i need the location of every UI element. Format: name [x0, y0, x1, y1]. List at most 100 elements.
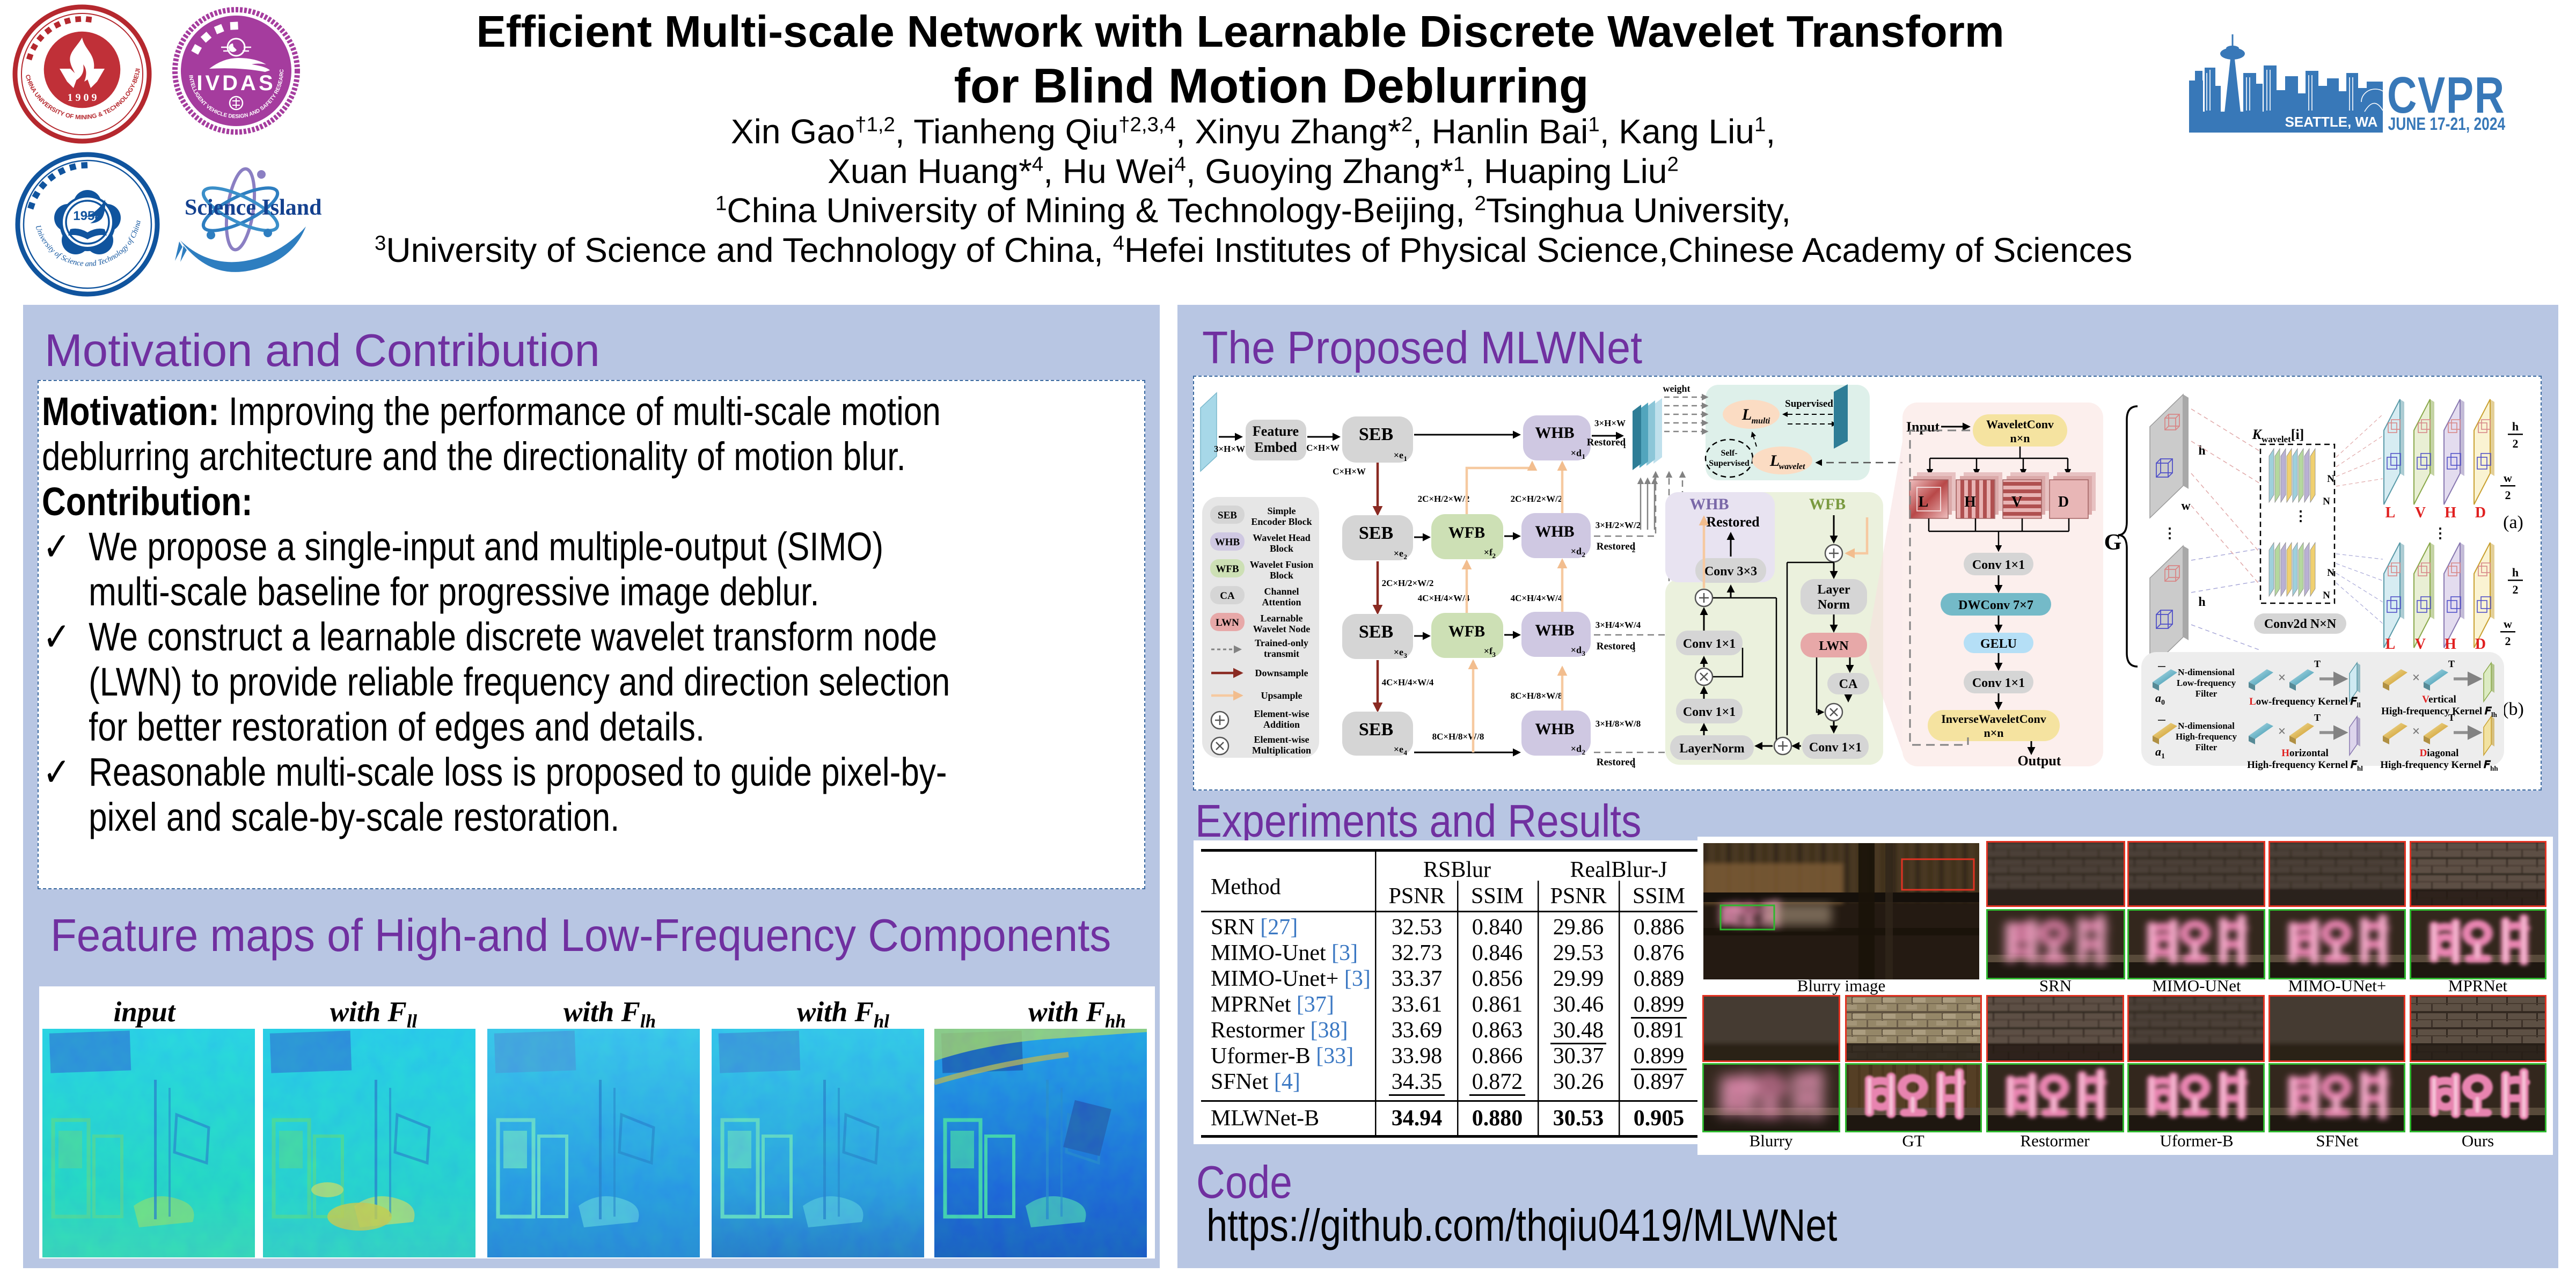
svg-text:29.86: 29.86	[1553, 915, 1604, 940]
svg-text:Restored: Restored	[1587, 437, 1626, 448]
svg-text:Uformer-B [33]: Uformer-B [33]	[1211, 1044, 1353, 1069]
svg-text:⋮: ⋮	[2294, 508, 2308, 524]
svg-text:MPRNet [37]: MPRNet [37]	[1211, 992, 1334, 1017]
svg-text:WHB: WHB	[1689, 495, 1729, 513]
svg-text:w: w	[2504, 617, 2512, 631]
svg-text:h: h	[2198, 595, 2205, 609]
svg-text:multi: multi	[1752, 416, 1770, 426]
svg-text:3: 3	[1632, 646, 1636, 654]
svg-text:Block: Block	[1270, 570, 1293, 581]
svg-text:0.889: 0.889	[1634, 967, 1685, 991]
svg-text:×e: ×e	[1394, 548, 1403, 559]
svg-text:SEB: SEB	[1359, 425, 1393, 444]
svg-text:LWN: LWN	[1216, 617, 1239, 628]
svg-text:0.863: 0.863	[1472, 1018, 1523, 1043]
svg-text:Multiplication: Multiplication	[1252, 745, 1311, 756]
svg-text:w: w	[2181, 499, 2191, 513]
svg-text:RealBlur-J: RealBlur-J	[1570, 858, 1667, 882]
svg-text:30.48: 30.48	[1553, 1018, 1604, 1043]
svg-text:N-dimensional: N-dimensional	[2178, 721, 2235, 731]
svg-text:0.846: 0.846	[1472, 941, 1523, 965]
svg-text:SFNet: SFNet	[2316, 1131, 2359, 1150]
svg-text:2: 2	[1632, 546, 1636, 554]
svg-text:Conv 1×1: Conv 1×1	[1683, 705, 1736, 719]
svg-text:3×H/8×W/8: 3×H/8×W/8	[1596, 719, 1641, 729]
svg-text:PSNR: PSNR	[1550, 884, 1606, 909]
svg-text:SEB: SEB	[1359, 523, 1393, 543]
svg-text:×: ×	[2278, 723, 2286, 739]
svg-text:Trained-only: Trained-only	[1255, 638, 1308, 648]
svg-text:LWN: LWN	[1819, 639, 1849, 653]
svg-text:N: N	[2323, 590, 2330, 601]
svg-text:Method: Method	[1211, 875, 1281, 899]
svg-text:SEB: SEB	[1359, 720, 1393, 740]
svg-text:a0: a0	[2155, 691, 2165, 707]
svg-text:RSBlur: RSBlur	[1423, 858, 1491, 882]
svg-text:33.69: 33.69	[1392, 1018, 1443, 1043]
svg-text:MIMO-UNet+: MIMO-UNet+	[2288, 976, 2387, 995]
svg-text:a1: a1	[2155, 745, 2165, 760]
svg-text:WaveletConv: WaveletConv	[1986, 418, 2054, 431]
svg-text:0.897: 0.897	[1634, 1070, 1685, 1094]
svg-text:3: 3	[1582, 649, 1586, 657]
svg-text:SRN [27]: SRN [27]	[1211, 915, 1298, 940]
svg-text:Conv2d N×N: Conv2d N×N	[2264, 617, 2337, 631]
svg-text:Wavelet Head: Wavelet Head	[1253, 532, 1310, 543]
svg-text:⋮: ⋮	[2163, 525, 2177, 541]
svg-text:0.899: 0.899	[1634, 992, 1685, 1017]
svg-text:30.46: 30.46	[1553, 992, 1604, 1017]
svg-text:34.94: 34.94	[1392, 1106, 1443, 1131]
svg-text:SEB: SEB	[1218, 510, 1237, 521]
svg-text:N: N	[2327, 473, 2334, 485]
svg-text:Restored: Restored	[1706, 514, 1760, 530]
svg-text:H: H	[2445, 636, 2456, 653]
svg-text:wavelet: wavelet	[1779, 462, 1805, 471]
svg-text:WHB: WHB	[1215, 537, 1240, 548]
svg-text:0.856: 0.856	[1472, 967, 1523, 991]
svg-text:3×H/2×W/2: 3×H/2×W/2	[1596, 520, 1641, 530]
svg-text:1: 1	[1582, 452, 1586, 460]
svg-text:SSIM: SSIM	[1471, 884, 1524, 909]
svg-text:H: H	[1964, 494, 1976, 510]
svg-text:L: L	[1919, 494, 1929, 510]
svg-text:T: T	[2314, 712, 2321, 723]
svg-text:SEB: SEB	[1359, 622, 1393, 642]
svg-text:Element-wise: Element-wise	[1254, 708, 1309, 719]
svg-text:Restormer: Restormer	[2020, 1131, 2090, 1150]
svg-text:DWConv 7×7: DWConv 7×7	[1958, 598, 2033, 612]
svg-text:×e: ×e	[1394, 450, 1403, 460]
svg-text:0.880: 0.880	[1472, 1106, 1523, 1131]
svg-text:MIMO-Unet+ [3]: MIMO-Unet+ [3]	[1211, 967, 1371, 991]
svg-text:Conv 1×1: Conv 1×1	[1809, 741, 1862, 755]
svg-text:×d: ×d	[1571, 448, 1582, 458]
svg-text:h: h	[2198, 444, 2205, 458]
svg-text:×d: ×d	[1571, 645, 1582, 655]
svg-text:Wavelet Fusion: Wavelet Fusion	[1250, 559, 1314, 570]
svg-text:3: 3	[1404, 652, 1408, 660]
svg-text:0.899: 0.899	[1634, 1044, 1685, 1069]
svg-text:D: D	[2475, 504, 2486, 521]
svg-text:MIMO-Unet [3]: MIMO-Unet [3]	[1211, 941, 1358, 965]
svg-text:Blurry image: Blurry image	[1797, 976, 1885, 995]
svg-text:Conv 1×1: Conv 1×1	[1683, 637, 1736, 651]
svg-text:T: T	[2314, 658, 2321, 669]
svg-text:V: V	[2415, 636, 2426, 653]
svg-text:SRN: SRN	[2039, 976, 2072, 995]
svg-text:High-frequency Kernel 𝑭lh: High-frequency Kernel 𝑭lh	[2381, 706, 2497, 719]
svg-text:V: V	[2011, 494, 2022, 510]
svg-text:×f: ×f	[1484, 646, 1493, 656]
svg-text:L: L	[2385, 636, 2396, 653]
svg-text:w: w	[2504, 471, 2512, 485]
svg-text:LayerNorm: LayerNorm	[1679, 742, 1744, 756]
svg-text:Embed: Embed	[1254, 440, 1297, 455]
svg-text:32.73: 32.73	[1392, 941, 1443, 965]
svg-text:Blurry: Blurry	[1750, 1131, 1793, 1150]
svg-text:0.866: 0.866	[1472, 1044, 1523, 1069]
svg-text:2: 2	[2505, 634, 2511, 648]
svg-text:1: 1	[1404, 455, 1408, 463]
svg-text:G: G	[2104, 530, 2122, 555]
svg-text:GELU: GELU	[1980, 637, 2017, 651]
svg-text:Conv 3×3: Conv 3×3	[1704, 565, 1757, 579]
svg-text:Filter: Filter	[2196, 742, 2218, 752]
svg-text:30.53: 30.53	[1553, 1106, 1604, 1131]
